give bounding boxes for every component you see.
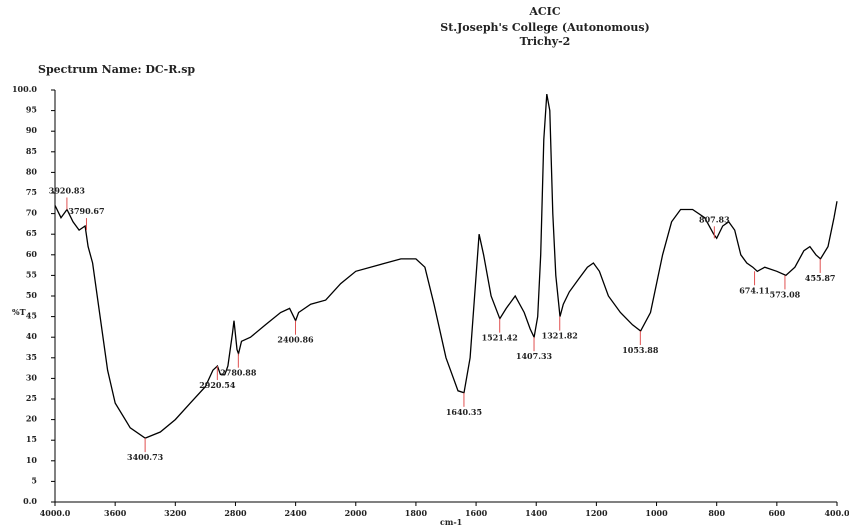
peak-label: 1321.82 bbox=[542, 331, 578, 341]
peak-label: 2780.88 bbox=[220, 368, 257, 378]
x-tick-label: 3600 bbox=[104, 508, 127, 518]
y-tick-label: 50 bbox=[26, 290, 38, 300]
peak-label: 3400.73 bbox=[127, 452, 164, 462]
peak-label: 1640.35 bbox=[446, 407, 482, 417]
y-tick-label: 30 bbox=[26, 372, 38, 382]
y-tick-label: 75 bbox=[26, 187, 37, 197]
x-tick-label: 4000.0 bbox=[40, 508, 71, 518]
peak-label: 2400.86 bbox=[277, 335, 314, 345]
y-tick-label: 20 bbox=[26, 414, 38, 424]
y-tick-label: 45 bbox=[26, 311, 37, 321]
y-tick-label: 5 bbox=[31, 475, 37, 485]
y-tick-label: 25 bbox=[26, 393, 37, 403]
y-tick-label: 70 bbox=[26, 208, 38, 218]
peak-label: 1521.42 bbox=[482, 333, 518, 343]
y-tick-label: 65 bbox=[26, 228, 37, 238]
x-tick-label: 600 bbox=[768, 508, 785, 518]
x-tick-label: 2800 bbox=[224, 508, 247, 518]
header-line: Trichy-2 bbox=[520, 35, 571, 48]
peak-label: 3790.67 bbox=[68, 206, 104, 216]
spectrum-line bbox=[54, 93, 838, 439]
subtitle: Spectrum Name: DC-R.sp bbox=[38, 63, 195, 76]
y-tick-label: 0.0 bbox=[23, 496, 37, 506]
header-line: ACIC bbox=[528, 5, 560, 18]
y-tick-label: 40 bbox=[26, 331, 38, 341]
x-tick-label: 1000 bbox=[645, 508, 668, 518]
peak-label: 2920.54 bbox=[199, 380, 236, 390]
peak-label: 1053.88 bbox=[622, 345, 659, 355]
x-tick-label: 800 bbox=[708, 508, 725, 518]
x-tick-label: 2000 bbox=[345, 508, 368, 518]
y-tick-label: 95 bbox=[26, 105, 37, 115]
peak-label: 1407.33 bbox=[516, 351, 553, 361]
x-axis-label: cm-1 bbox=[440, 517, 462, 527]
y-axis-label: %T bbox=[12, 307, 26, 317]
y-tick-label: 55 bbox=[26, 269, 37, 279]
y-tick-label: 90 bbox=[26, 125, 38, 135]
y-tick-label: 80 bbox=[26, 166, 38, 176]
peak-label: 573.08 bbox=[770, 289, 801, 299]
y-tick-label: 35 bbox=[26, 352, 37, 362]
header-line: St.Joseph's College (Autonomous) bbox=[440, 21, 650, 34]
x-tick-label: 1200 bbox=[585, 508, 608, 518]
x-tick-label: 400.0 bbox=[824, 508, 849, 518]
x-tick-label: 1600 bbox=[465, 508, 488, 518]
x-tick-label: 3200 bbox=[164, 508, 187, 518]
peak-label: 455.87 bbox=[805, 273, 836, 283]
y-tick-label: 15 bbox=[26, 434, 37, 444]
x-tick-label: 2400 bbox=[284, 508, 307, 518]
x-tick-label: 1400 bbox=[525, 508, 548, 518]
y-tick-label: 10 bbox=[26, 455, 38, 465]
peak-label: 807.83 bbox=[699, 214, 730, 224]
peak-label: 3920.83 bbox=[49, 185, 86, 195]
peak-label: 674.11 bbox=[739, 285, 770, 295]
y-tick-label: 100.0 bbox=[12, 84, 37, 94]
y-tick-label: 85 bbox=[26, 146, 37, 156]
y-tick-label: 60 bbox=[26, 249, 38, 259]
x-tick-label: 1800 bbox=[405, 508, 428, 518]
